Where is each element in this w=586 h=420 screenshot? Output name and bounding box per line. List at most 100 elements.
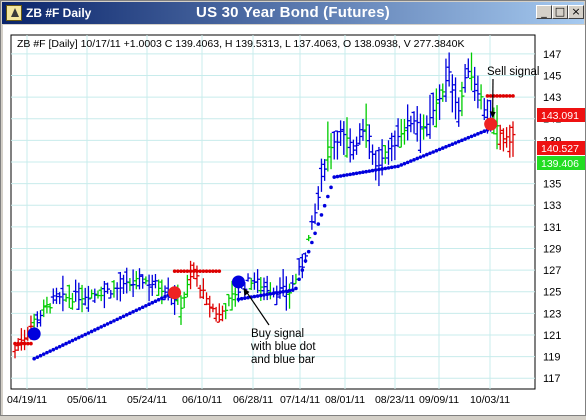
stop-dot-blue [352,172,356,176]
stop-dot-red [505,94,509,98]
stop-dot-blue [160,296,164,300]
stop-dot-blue [256,294,260,298]
stop-dot-red [176,269,180,273]
stop-dot-blue [479,131,483,135]
stop-dot-blue [90,330,94,334]
minimize-button[interactable]: _ [536,5,552,19]
title-bar: ZB #F Daily US 30 Year Bond (Futures) _ … [2,2,584,24]
buy-signal-dot [28,327,41,340]
stop-dot-blue [163,295,167,299]
stop-dot-blue [36,355,40,359]
stop-dot-red [486,94,490,98]
stop-dot-blue [438,148,442,152]
stop-dot-blue [342,174,346,178]
stop-dot-blue [419,155,423,159]
stop-dot-blue [275,291,279,295]
x-tick-label: 09/09/11 [419,394,459,406]
stop-dot-blue [339,174,343,178]
stop-dot-blue [310,241,314,245]
stop-dot-blue [415,157,419,161]
stop-dot-blue [112,319,116,323]
stop-dot-blue [444,145,448,149]
stop-dot-blue [294,287,298,291]
maximize-button[interactable]: □ [552,5,568,19]
stop-dot-blue [345,173,349,177]
close-button[interactable]: × [568,5,584,19]
stop-dot-blue [425,153,429,157]
stop-dot-blue [87,331,91,335]
stop-dot-red [189,269,193,273]
stop-dot-red [192,269,196,273]
stop-dot-blue [115,318,119,322]
stop-dot-blue [326,195,330,199]
x-tick-label: 08/01/11 [325,394,365,406]
stop-dot-blue [390,166,394,170]
stop-dot-blue [99,325,103,329]
stop-dot-blue [272,292,276,296]
y-tick-label: 147 [543,49,561,61]
stop-dot-red [198,269,202,273]
y-tick-label: 127 [543,265,561,277]
stop-dot-blue [45,351,49,355]
buy-signal-dot [232,275,245,288]
stop-dot-blue [460,139,464,143]
price-label-text: 140.527 [541,143,579,155]
stop-dot-blue [58,345,62,349]
stop-dot-red [29,342,33,346]
stop-dot-blue [387,166,391,170]
stop-dot-blue [412,158,416,162]
stop-dot-blue [457,140,461,144]
stop-dot-blue [358,171,362,175]
stop-dot-blue [67,340,71,344]
stop-dot-red [205,269,209,273]
stop-dot-blue [119,316,123,320]
stop-dot-blue [451,142,455,146]
stop-dot-blue [259,294,263,298]
chart-area: 1171191211231251271291311331351371391411… [3,25,585,415]
stop-dot-red [508,94,512,98]
stop-dot-blue [154,299,158,303]
y-tick-label: 143 [543,92,561,104]
y-tick-label: 131 [543,222,561,234]
stop-dot-blue [52,348,56,352]
stop-dot-blue [77,336,81,340]
sell-signal-dot [168,286,181,299]
stop-dot-blue [265,293,269,297]
y-tick-label: 119 [543,352,561,364]
buy-annotation-line: with blue dot [250,341,316,353]
sell-signal-dot [484,118,497,131]
stop-dot-blue [125,313,129,317]
stop-dot-blue [377,168,381,172]
stop-dot-blue [131,310,135,314]
stop-dot-blue [329,186,333,190]
price-label-text: 139.406 [541,158,579,170]
stop-dot-blue [304,259,308,263]
stop-dot-red [195,269,199,273]
y-tick-label: 121 [543,330,561,342]
stop-dot-blue [237,297,241,301]
stop-dot-red [498,94,502,98]
stop-dot-blue [463,137,467,141]
stop-dot-blue [278,290,282,294]
stop-dot-red [202,269,206,273]
stop-dot-blue [422,154,426,158]
stop-dot-blue [138,307,142,311]
stop-dot-blue [93,328,97,332]
stop-dot-blue [243,296,247,300]
stop-dot-blue [83,333,87,337]
stop-dot-blue [482,129,486,133]
x-tick-label: 05/06/11 [67,394,107,406]
stop-dot-blue [371,169,375,173]
stop-dot-blue [380,167,384,171]
stop-dot-red [208,269,212,273]
stop-dot-blue [141,305,145,309]
stop-dot-blue [316,222,320,226]
x-tick-label: 06/10/11 [182,394,222,406]
y-tick-label: 129 [543,243,561,255]
stop-dot-blue [157,298,161,302]
buy-annotation-line: Buy signal [251,328,304,340]
stop-dot-blue [135,308,139,312]
x-tick-label: 06/28/11 [233,394,273,406]
stop-dot-blue [61,343,65,347]
